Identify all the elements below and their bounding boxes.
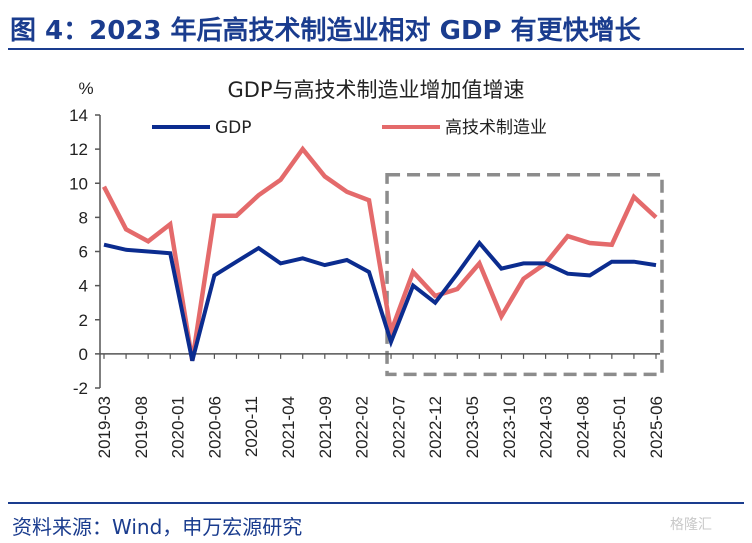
- gdp-line: [103, 239, 657, 362]
- legend-hightech-label: 高技术制造业: [445, 118, 547, 138]
- x-tick-label: 2021-04: [279, 396, 298, 458]
- x-tick-label: 2020-06: [205, 396, 224, 458]
- x-tick-label: 2022-12: [426, 396, 445, 458]
- y-tick-label: 14: [69, 106, 88, 125]
- y-tick-label: 6: [79, 243, 88, 262]
- line-chart: GDP与高技术制造业增加值增速 % -2 0 2 4 6 8 10 12 14 2019-03 2…: [69, 78, 666, 458]
- x-tick-label: 2025-06: [647, 396, 666, 458]
- y-tick-label: 4: [79, 277, 88, 296]
- x-tick-label: 2021-09: [316, 396, 335, 458]
- figure-title: 图 4：2023 年后高技术制造业相对 GDP 有更快增长: [10, 16, 641, 46]
- source-note: 资料来源：Wind，申万宏源研究: [12, 515, 303, 539]
- x-tick-label: 2022-07: [389, 396, 408, 458]
- y-tick-label: -2: [73, 379, 88, 398]
- x-tick-label: 2023-05: [463, 396, 482, 458]
- x-tick-label: 2019-08: [132, 396, 151, 458]
- x-tick-label: 2024-08: [573, 396, 592, 458]
- legend-gdp-label: GDP: [215, 118, 252, 138]
- y-tick-label: 10: [69, 174, 88, 193]
- title-divider: [8, 48, 744, 50]
- y-tick-label: 0: [79, 345, 88, 364]
- y-tick-label: 2: [79, 311, 88, 330]
- highlight-box: [385, 172, 664, 377]
- y-tick-label: 8: [79, 208, 88, 227]
- watermark: 格隆汇: [670, 517, 712, 533]
- x-tick-label: 2025-01: [610, 396, 629, 458]
- footer-divider: [8, 502, 744, 504]
- hightech-line: [102, 145, 658, 362]
- x-tick-label: 2019-03: [95, 396, 114, 458]
- y-tick-label: 12: [69, 140, 88, 159]
- chart-title: GDP与高技术制造业增加值增速: [227, 78, 524, 102]
- x-tick-label: 2020-11: [242, 396, 261, 457]
- y-axis-unit: %: [78, 79, 93, 98]
- x-tick-label: 2022-02: [353, 396, 372, 458]
- x-tick-label: 2023-10: [500, 396, 519, 458]
- x-tick-label: 2020-01: [169, 396, 188, 458]
- x-tick-label: 2024-03: [537, 396, 556, 458]
